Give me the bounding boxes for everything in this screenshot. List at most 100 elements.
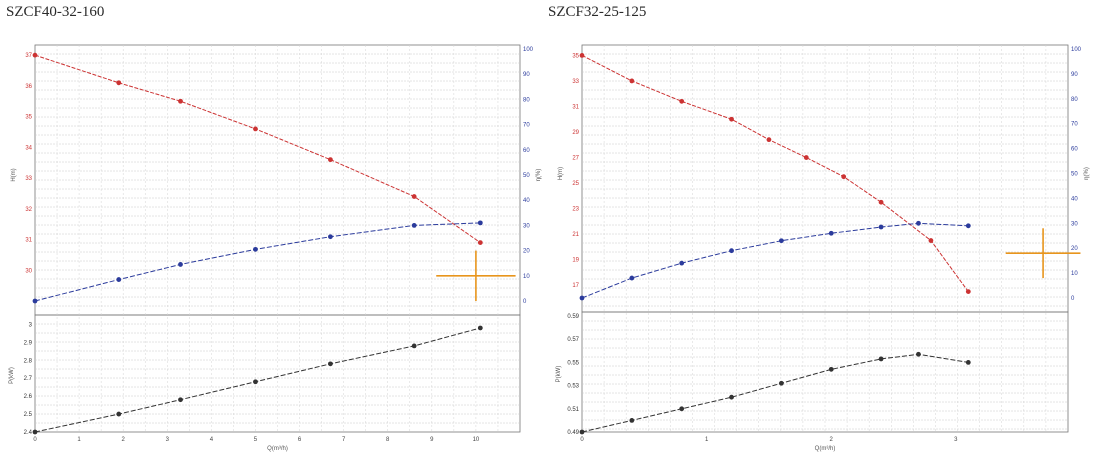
power-axis-label: P(kW) xyxy=(9,367,15,384)
power-point xyxy=(729,394,734,400)
power-tick-label: 0.55 xyxy=(567,360,579,366)
head-tick-label: 35 xyxy=(25,115,32,121)
efficiency-point xyxy=(965,223,971,229)
efficiency-point xyxy=(916,220,921,226)
head-tick-label: 31 xyxy=(25,238,32,244)
efficiency-tick-label: 60 xyxy=(523,148,530,154)
power-tick-label: 2.5 xyxy=(24,412,33,418)
x-axis-label: Q(m³/h) xyxy=(815,446,836,452)
efficiency-tick-label: 40 xyxy=(523,198,530,204)
x-tick-label: 9 xyxy=(430,437,434,443)
efficiency-tick-label: 80 xyxy=(523,97,530,103)
efficiency-tick-label: 10 xyxy=(1071,271,1078,277)
efficiency-axis-label: η(%) xyxy=(1084,167,1090,180)
x-tick-label: 1 xyxy=(705,437,709,443)
head-tick-label: 34 xyxy=(25,145,32,151)
head-tick-label: 27 xyxy=(572,156,579,162)
power-point xyxy=(477,325,483,331)
head-tick-label: 19 xyxy=(572,258,579,264)
efficiency-tick-label: 60 xyxy=(1071,147,1078,153)
head-point xyxy=(679,98,685,104)
head-tick-label: 32 xyxy=(25,207,32,213)
head-axis-label: H(m) xyxy=(558,167,564,180)
x-tick-label: 6 xyxy=(298,437,302,443)
power-tick-label: 3 xyxy=(29,322,33,328)
chart-title-right: SZCF32-25-125 xyxy=(548,4,647,20)
efficiency-tick-label: 100 xyxy=(1071,47,1082,53)
head-point xyxy=(116,80,122,86)
efficiency-tick-label: 0 xyxy=(523,299,527,305)
power-tick-label: 2.8 xyxy=(24,358,33,364)
efficiency-tick-label: 20 xyxy=(1071,246,1078,252)
power-tick-label: 0.51 xyxy=(567,407,579,413)
head-tick-label: 33 xyxy=(572,79,579,85)
head-point xyxy=(965,289,971,295)
head-point xyxy=(328,157,333,163)
efficiency-point xyxy=(328,234,333,240)
head-tick-label: 29 xyxy=(572,130,579,136)
power-point xyxy=(878,356,884,362)
efficiency-point xyxy=(253,246,258,252)
power-axis-label: P(kW) xyxy=(556,366,562,383)
power-point xyxy=(916,351,921,357)
power-point xyxy=(778,380,784,386)
efficiency-point xyxy=(477,220,483,226)
power-point xyxy=(679,406,685,412)
efficiency-tick-label: 70 xyxy=(523,123,530,129)
efficiency-line xyxy=(581,222,969,299)
chart-title-left: SZCF40-32-160 xyxy=(6,4,105,20)
x-tick-label: 7 xyxy=(342,437,346,443)
x-tick-label: 0 xyxy=(33,437,37,443)
efficiency-point xyxy=(729,248,734,254)
x-tick-label: 3 xyxy=(954,437,958,443)
power-tick-label: 0.59 xyxy=(567,314,579,320)
x-tick-label: 1 xyxy=(77,437,81,443)
power-point xyxy=(116,411,122,417)
lower-plot-frame xyxy=(581,311,1069,433)
head-tick-label: 25 xyxy=(572,181,579,187)
head-point xyxy=(803,155,809,160)
power-point xyxy=(411,343,417,349)
efficiency-tick-label: 50 xyxy=(1071,172,1078,178)
head-tick-label: 36 xyxy=(25,84,32,90)
head-tick-label: 23 xyxy=(572,207,579,213)
power-point xyxy=(178,397,183,403)
power-point xyxy=(828,366,834,372)
x-tick-label: 2 xyxy=(122,437,126,443)
efficiency-tick-label: 40 xyxy=(1071,196,1078,202)
head-point xyxy=(178,98,183,104)
power-tick-label: 0.53 xyxy=(567,384,579,390)
head-tick-label: 31 xyxy=(572,104,579,110)
power-tick-label: 0.57 xyxy=(567,337,579,343)
power-tick-label: 2.6 xyxy=(24,394,33,400)
head-tick-label: 17 xyxy=(572,283,579,289)
power-point xyxy=(579,429,585,435)
x-tick-label: 10 xyxy=(473,437,480,443)
power-point xyxy=(629,418,635,423)
head-axis-label: H(m) xyxy=(11,168,17,181)
efficiency-tick-label: 90 xyxy=(523,72,530,78)
x-tick-label: 3 xyxy=(166,437,170,443)
efficiency-point xyxy=(629,275,635,281)
efficiency-tick-label: 10 xyxy=(523,274,530,280)
power-tick-label: 0.49 xyxy=(567,430,579,436)
efficiency-point xyxy=(116,277,122,282)
efficiency-point xyxy=(178,262,183,267)
head-point xyxy=(579,52,585,58)
efficiency-tick-label: 90 xyxy=(1071,72,1078,78)
power-point xyxy=(328,361,333,367)
efficiency-tick-label: 80 xyxy=(1071,97,1078,103)
efficiency-tick-label: 20 xyxy=(523,249,530,255)
efficiency-tick-label: 70 xyxy=(1071,122,1078,128)
head-point xyxy=(766,137,772,143)
head-point xyxy=(878,199,884,205)
x-tick-label: 8 xyxy=(386,437,390,443)
head-point xyxy=(411,194,417,199)
efficiency-point xyxy=(679,260,685,266)
efficiency-tick-label: 30 xyxy=(1071,221,1078,227)
x-axis-label: Q(m³/h) xyxy=(267,446,288,452)
efficiency-tick-label: 0 xyxy=(1071,296,1075,302)
power-tick-label: 2.9 xyxy=(24,340,33,346)
